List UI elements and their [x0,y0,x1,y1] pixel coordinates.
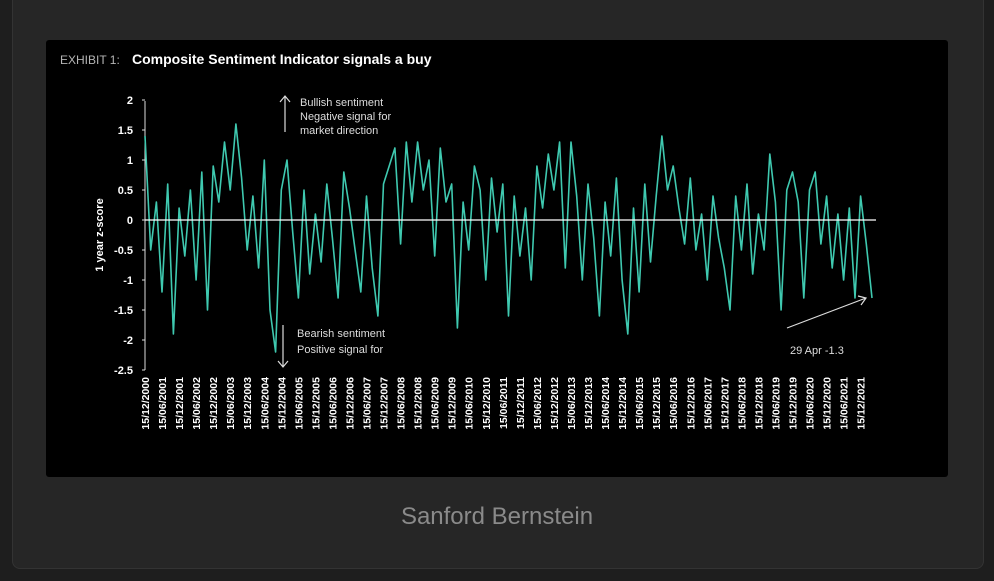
x-tick-label: 15/06/2013 [566,377,578,430]
chart-container: EXHIBIT 1: Composite Sentiment Indicator… [46,40,948,477]
x-tick-label: 15/12/2010 [481,377,493,430]
x-tick-label: 15/06/2011 [498,377,510,429]
x-tick-label: 15/06/2010 [464,377,476,430]
bearish-annotation: Bearish sentiment Positive signal for [277,325,385,368]
bearish-line-2: Positive signal for [297,344,384,356]
x-tick-label: 15/06/2018 [736,377,748,430]
x-tick-label: 15/06/2007 [362,377,374,430]
chart-svg: EXHIBIT 1: Composite Sentiment Indicator… [60,51,876,430]
y-tick-label: -2 [123,335,133,347]
x-tick-label: 15/06/2002 [191,377,203,430]
latest-annotation: 29 Apr -1.3 [786,295,868,357]
x-tick-label: 15/12/2008 [413,377,425,430]
source-caption: Sanford Bernstein [400,503,594,530]
x-tick-label: 15/06/2020 [805,377,817,430]
latest-value-label: 29 Apr -1.3 [790,345,844,357]
bullish-line-1: Bullish sentiment [300,97,383,109]
x-tick-label: 15/12/2012 [549,377,561,430]
series-line [144,123,873,353]
x-tick-label: 15/12/2016 [685,377,697,430]
exhibit-label: EXHIBIT 1: [60,53,120,67]
x-tick-label: 15/06/2003 [225,377,237,430]
x-tick-label: 15/12/2014 [617,377,629,430]
latest-arrow-icon [786,297,867,329]
latest-arrow-head-icon [857,295,868,306]
y-tick-label: -2.5 [114,365,133,377]
up-arrow-head-icon [279,95,291,103]
x-tick-label: 15/12/2007 [379,377,391,430]
x-tick-label: 15/12/2020 [822,377,834,430]
x-tick-label: 15/12/2018 [753,377,765,430]
x-tick-label: 15/06/2001 [157,377,169,430]
x-tick-label: 15/12/2011 [515,377,527,429]
x-tick-label: 15/06/2005 [293,377,305,430]
x-tick-label: 15/12/2015 [651,377,663,430]
y-tick-label: 2 [127,95,133,107]
x-tick-label: 15/12/2005 [310,377,322,430]
x-tick-label: 15/06/2006 [327,377,339,430]
x-tick-label: 15/12/2017 [719,377,731,430]
x-tick-label: 15/12/2006 [344,377,356,430]
x-tick-label: 15/12/2000 [140,377,152,430]
y-tick-label: -1 [123,275,133,287]
y-tick-label: 0.5 [118,185,133,197]
y-tick-label: 0 [127,215,133,227]
x-tick-label: 15/06/2021 [839,377,851,430]
y-tick-label: 1 [127,155,133,167]
bullish-annotation: Bullish sentiment Negative signal for ma… [279,95,391,137]
bearish-line-1: Bearish sentiment [297,328,385,340]
y-tick-label: -1.5 [114,305,133,317]
x-tick-label: 15/12/2002 [208,377,220,430]
chart-title: Composite Sentiment Indicator signals a … [132,51,432,67]
x-tick-label: 15/12/2004 [276,377,288,430]
x-tick-label: 15/12/2021 [856,377,868,430]
x-tick-label: 15/06/2004 [259,377,271,430]
x-tick-label: 15/06/2009 [430,377,442,430]
y-tick-label: -0.5 [114,245,133,257]
down-arrow-head-icon [277,360,289,368]
x-tick-label: 15/06/2017 [702,377,714,430]
x-tick-label: 15/06/2008 [396,377,408,430]
x-tick-label: 15/06/2012 [532,377,544,430]
x-tick-label: 15/12/2019 [787,377,799,430]
bullish-line-2: Negative signal for [300,111,391,123]
y-axis-label: 1 year z-score [94,198,106,271]
x-tick-label: 15/06/2019 [770,377,782,430]
bullish-line-3: market direction [300,125,378,137]
x-tick-label: 15/06/2015 [634,377,646,430]
x-tick-label: 15/06/2016 [668,377,680,430]
x-tick-label: 15/12/2003 [242,377,254,430]
x-tick-label: 15/12/2001 [174,377,186,430]
x-tick-label: 15/12/2009 [447,377,459,430]
x-tick-label: 15/06/2014 [600,377,612,430]
x-tick-label: 15/12/2013 [583,377,595,430]
y-tick-label: 1.5 [118,125,133,137]
